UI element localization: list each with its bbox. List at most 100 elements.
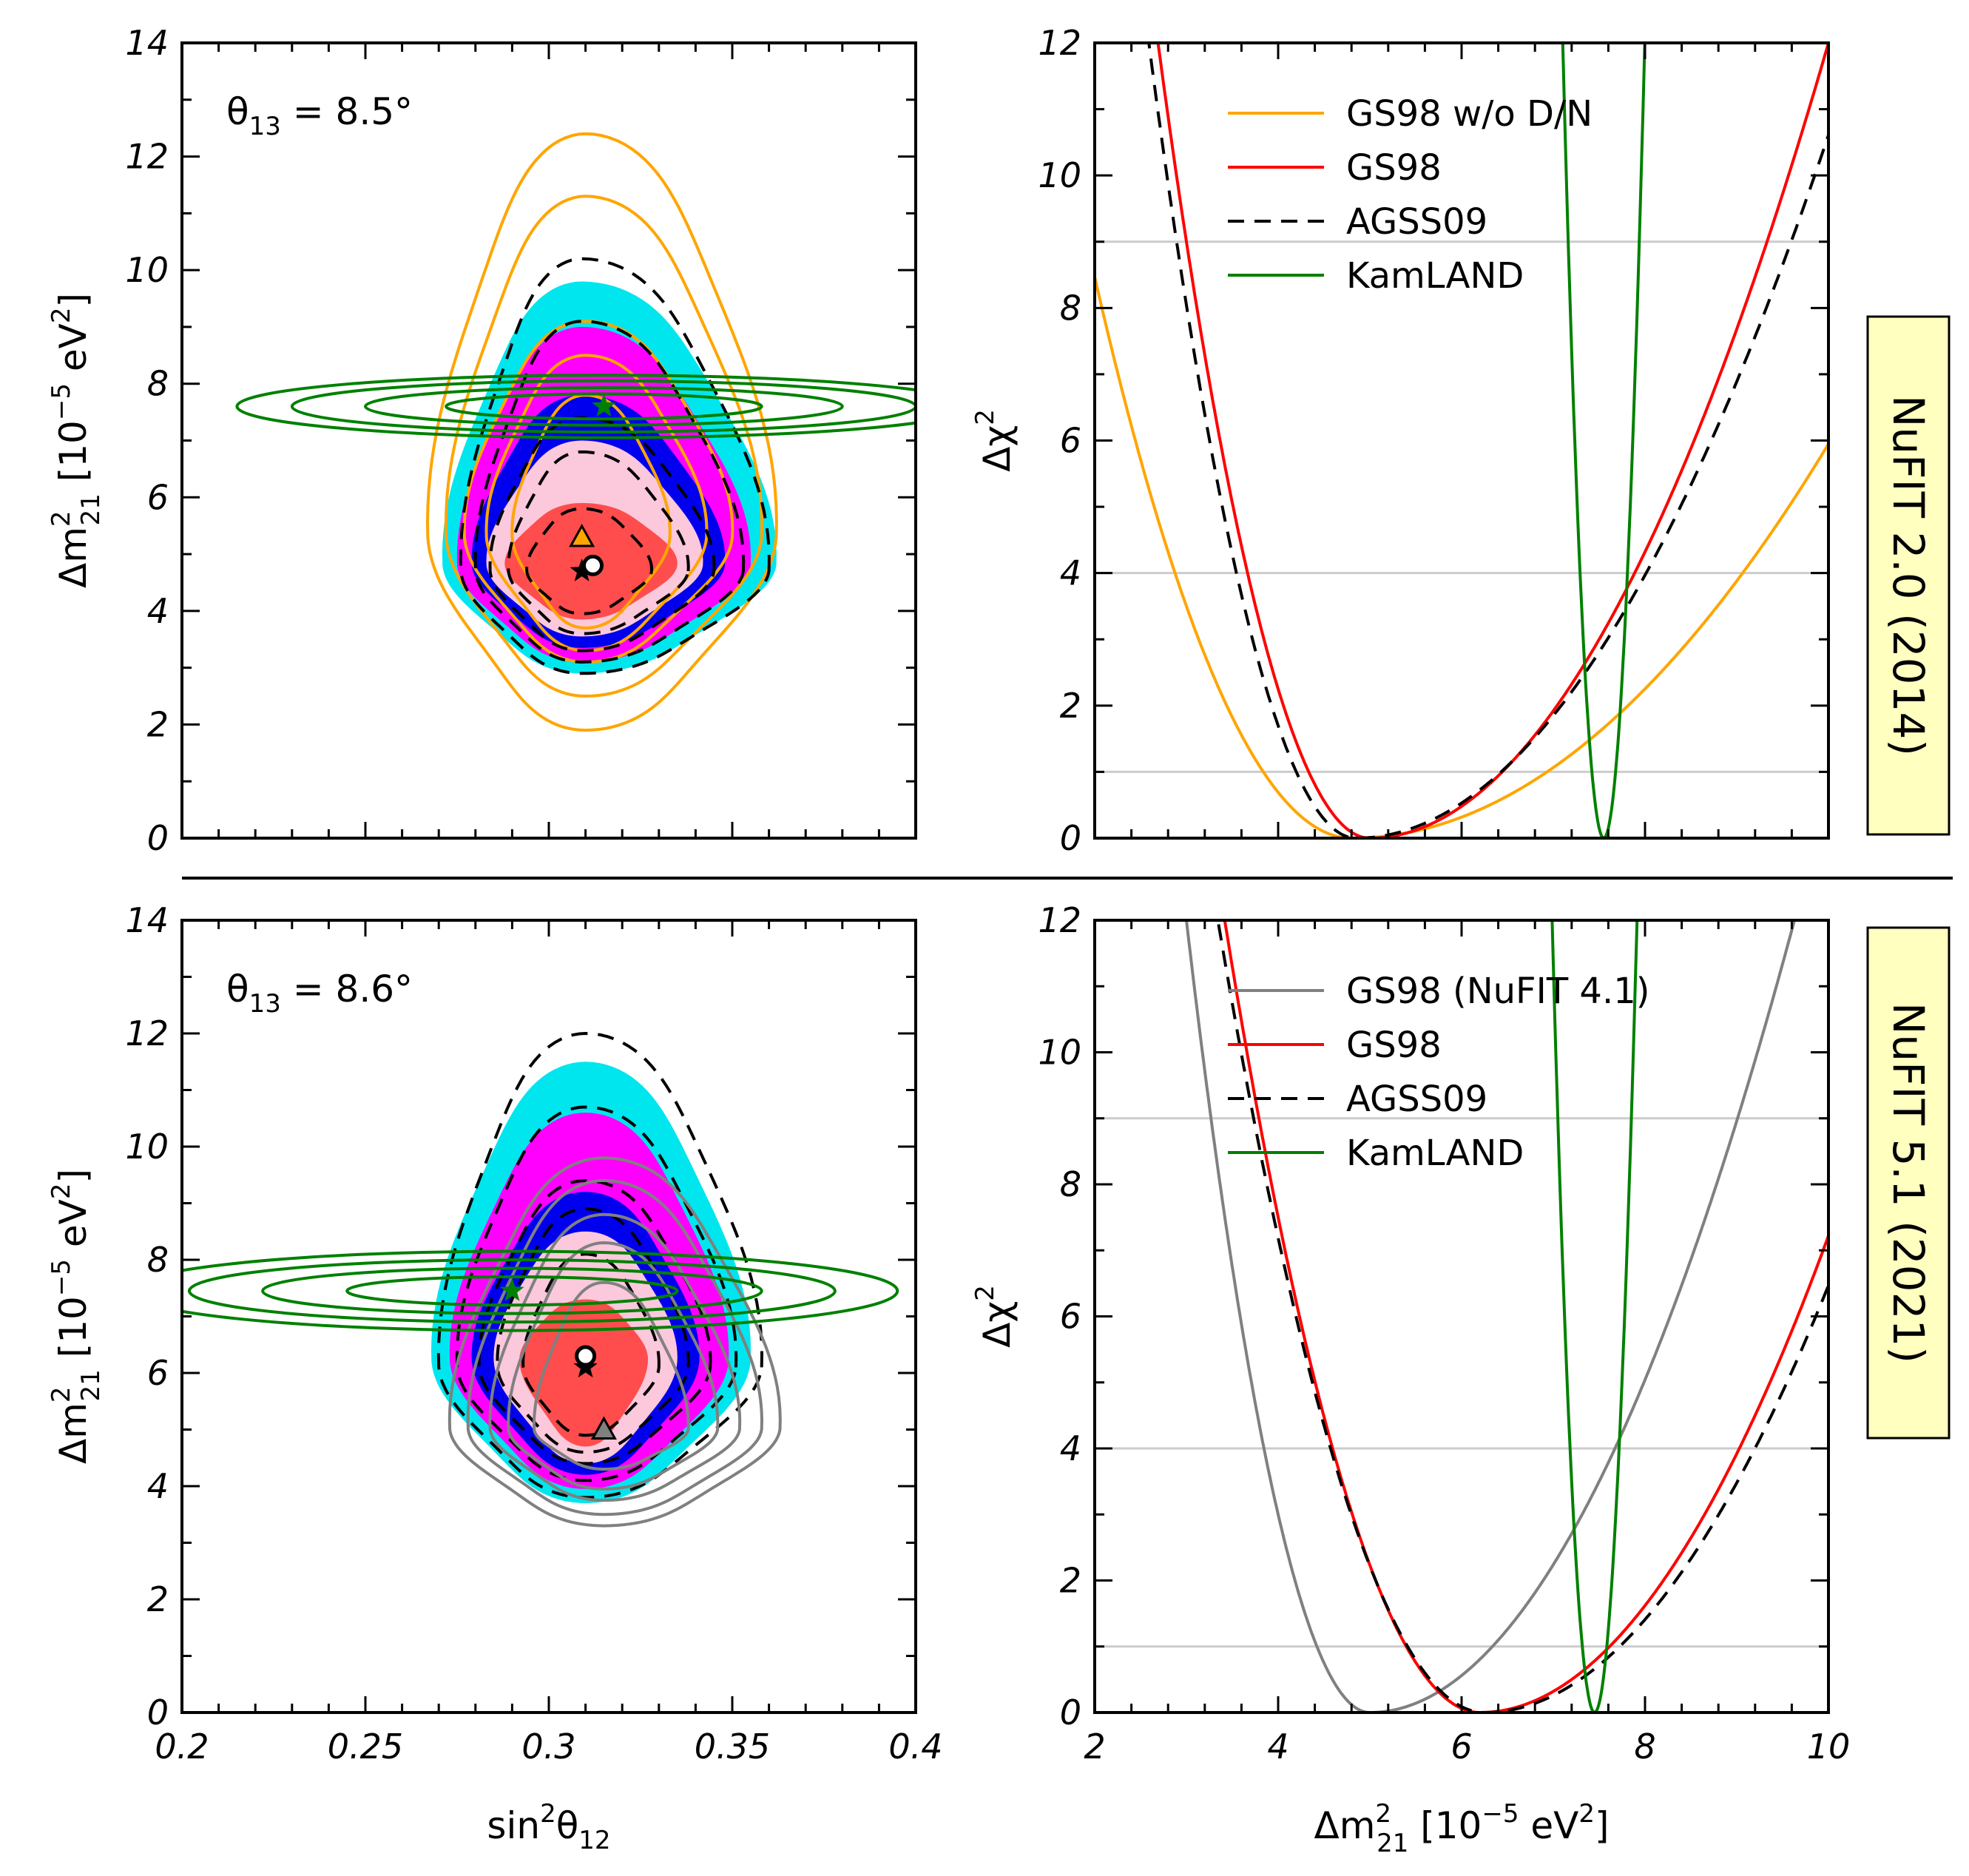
annotation-theta: θ bbox=[226, 968, 249, 1010]
y-tick-label: 10 bbox=[1038, 1033, 1081, 1073]
x-tick-label: 0.2 bbox=[155, 1727, 209, 1767]
theta13-annotation: θ13 = 8.5° bbox=[226, 90, 413, 141]
contour-clip-group bbox=[235, 132, 916, 732]
y-axis-label: Δm221 [10−5 eV2] bbox=[47, 1169, 106, 1464]
label-sup: 2 bbox=[1375, 1799, 1391, 1829]
contour-line bbox=[484, 354, 709, 652]
y-tick-label: 2 bbox=[1060, 1561, 1081, 1601]
y-tick-label: 6 bbox=[1060, 421, 1081, 461]
label-sup: 2 bbox=[47, 1184, 76, 1200]
y-tick-label: 12 bbox=[1038, 23, 1081, 63]
label-sub: 21 bbox=[76, 1369, 106, 1401]
label-text: ] bbox=[1595, 1804, 1610, 1847]
label-text: [10 bbox=[52, 1296, 95, 1369]
y-tick-label: 2 bbox=[147, 1579, 169, 1619]
label-base: Δm bbox=[52, 1403, 95, 1464]
gs98-bestfit-marker bbox=[575, 1345, 597, 1367]
y-axis-label: Δm221 [10−5 eV2] bbox=[47, 293, 106, 588]
contour-line bbox=[521, 1252, 661, 1437]
chi2-clip-group bbox=[1095, 43, 1828, 838]
label-sup: 2 bbox=[47, 1386, 76, 1403]
label-sup: −5 bbox=[47, 383, 76, 420]
contour-line bbox=[532, 1281, 690, 1471]
annotation-theta: θ bbox=[226, 90, 249, 133]
label-sup: −5 bbox=[47, 1259, 76, 1296]
kamland-contour bbox=[261, 1266, 763, 1315]
contour-line bbox=[444, 195, 764, 698]
label-text: [10 bbox=[1408, 1804, 1482, 1847]
y-tick-label: 4 bbox=[147, 591, 169, 631]
chi2-curve bbox=[1156, 43, 1828, 838]
chi2-curve bbox=[1184, 920, 1797, 1713]
x-tick-label: 0.4 bbox=[888, 1727, 942, 1767]
y-tick-label: 2 bbox=[1060, 686, 1081, 726]
contour-line bbox=[477, 1178, 712, 1465]
y-tick-label: 4 bbox=[147, 1466, 169, 1506]
label-text: eV bbox=[1519, 1804, 1578, 1847]
x-tick-label: 4 bbox=[1267, 1727, 1289, 1767]
chi2-panel-1: 0 2 4 6 8 10 12 GS98 w/o D/N GS98 AGSS09 KamLAND Δχ… bbox=[970, 23, 1951, 858]
side-label: NuFIT 5.1 (2021) bbox=[1883, 1002, 1933, 1363]
label-sup: 2 bbox=[540, 1799, 556, 1829]
label-base: Δχ bbox=[976, 1301, 1019, 1348]
label-sup: 2 bbox=[1578, 1799, 1595, 1829]
bestfit-marker bbox=[570, 559, 594, 581]
y-tick-label: 14 bbox=[125, 900, 169, 940]
y-tick-label: 8 bbox=[147, 364, 169, 404]
label-sup: 2 bbox=[970, 409, 1000, 425]
x-axis-label: Δm2 21 [10−5 eV2] bbox=[1314, 1799, 1610, 1858]
kamland-contour bbox=[187, 1258, 837, 1324]
label-base: Δm bbox=[1314, 1804, 1376, 1847]
bestfit-marker bbox=[500, 1278, 524, 1301]
x-tick-label: 8 bbox=[1634, 1727, 1655, 1767]
x-axis-label: sin2θ12 bbox=[487, 1799, 610, 1855]
contour-line bbox=[466, 1178, 764, 1516]
kamland-contour bbox=[364, 386, 844, 427]
x-tick-label: 10 bbox=[1807, 1727, 1851, 1767]
side-label-box bbox=[1866, 926, 1951, 1440]
label-text: ] bbox=[52, 293, 95, 308]
contour-line bbox=[473, 320, 746, 664]
x-tick-label: 0.35 bbox=[695, 1727, 770, 1767]
kamland-contour bbox=[290, 379, 916, 433]
kamland-contour bbox=[182, 1249, 899, 1332]
kamland-contour bbox=[345, 1275, 679, 1307]
contour-line bbox=[496, 1207, 690, 1454]
gs98-bestfit-marker bbox=[582, 554, 604, 576]
label-text: eV bbox=[52, 1199, 95, 1259]
x-tick-label: 0.25 bbox=[328, 1727, 403, 1767]
legend-label: KamLAND bbox=[1346, 255, 1524, 297]
y-axis-label: Δχ2 bbox=[970, 1285, 1019, 1348]
label-theta: θ bbox=[556, 1804, 579, 1847]
y-tick-label: 10 bbox=[125, 1127, 169, 1167]
x-tick-label: 6 bbox=[1450, 1727, 1472, 1767]
legend-label: GS98 bbox=[1346, 1025, 1442, 1066]
y-tick-label: 8 bbox=[1060, 1164, 1081, 1204]
side-label-box bbox=[1866, 315, 1951, 836]
kamland-contour bbox=[235, 374, 916, 439]
chi2-curve bbox=[1095, 277, 1828, 838]
legend-label: AGSS09 bbox=[1346, 201, 1487, 243]
y-tick-label: 12 bbox=[1038, 900, 1081, 940]
bestfit-marker bbox=[590, 1416, 617, 1440]
plot-frame bbox=[1093, 41, 1830, 840]
annotation-sub: 13 bbox=[249, 112, 281, 141]
annotation-text: = 8.6° bbox=[281, 968, 413, 1010]
y-tick-label: 8 bbox=[147, 1240, 169, 1280]
bestfit-marker bbox=[592, 394, 616, 417]
y-tick-label: 10 bbox=[1038, 155, 1081, 195]
y-tick-label: 6 bbox=[147, 1353, 169, 1393]
plot-frame bbox=[1093, 919, 1830, 1714]
x-tick-label: 2 bbox=[1084, 1727, 1105, 1767]
label-sup: 2 bbox=[47, 510, 76, 527]
y-tick-label: 0 bbox=[147, 1693, 169, 1732]
side-label: NuFIT 2.0 (2014) bbox=[1883, 395, 1933, 756]
contour-clip-group bbox=[182, 1031, 899, 1528]
y-tick-label: 12 bbox=[125, 1013, 169, 1053]
legend-label: GS98 w/o D/N bbox=[1346, 93, 1593, 135]
label-sub: 21 bbox=[76, 493, 106, 525]
x-tick-label: 0.3 bbox=[521, 1727, 575, 1767]
